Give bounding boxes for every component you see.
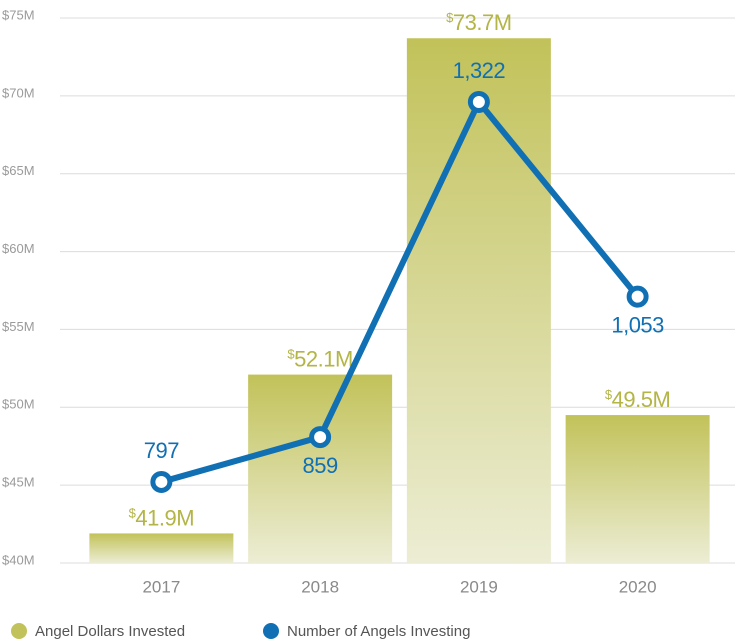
- line: [160, 98, 640, 485]
- y-tick-label: $75M: [2, 7, 35, 22]
- line-marker: [467, 90, 490, 113]
- legend-swatch: [263, 623, 279, 639]
- bar: [406, 38, 551, 563]
- bar: [565, 415, 710, 563]
- bar-value-label: $41.9M: [129, 505, 194, 530]
- bar-value-label: $52.1M: [287, 346, 352, 371]
- x-tick-label: 2020: [619, 577, 657, 596]
- line-value-label: 1,322: [453, 58, 506, 83]
- y-tick-label: $45M: [2, 475, 35, 490]
- legend-label: Angel Dollars Invested: [35, 623, 185, 640]
- y-tick-label: $40M: [2, 552, 35, 567]
- y-tick-label: $55M: [2, 319, 35, 334]
- y-tick-label: $65M: [2, 163, 35, 178]
- y-tick-label: $50M: [2, 397, 35, 412]
- legend-label: Number of Angels Investing: [287, 623, 470, 640]
- bar-value-label: $73.7M: [446, 10, 511, 35]
- bar: [89, 533, 234, 563]
- line-value-label: 859: [303, 453, 338, 478]
- y-tick-label: $70M: [2, 85, 35, 100]
- line-marker: [150, 470, 173, 493]
- x-tick-label: 2017: [142, 577, 180, 596]
- bar-value-label: $49.5M: [605, 387, 670, 412]
- line-value-label: 1,053: [611, 312, 664, 337]
- line-marker: [309, 426, 332, 449]
- line-marker: [626, 285, 649, 308]
- line-value-label: 797: [144, 438, 179, 463]
- bar: [248, 374, 393, 563]
- x-tick-label: 2018: [301, 577, 339, 596]
- legend-swatch: [11, 623, 27, 639]
- x-tick-label: 2019: [460, 577, 498, 596]
- y-tick-label: $60M: [2, 241, 35, 256]
